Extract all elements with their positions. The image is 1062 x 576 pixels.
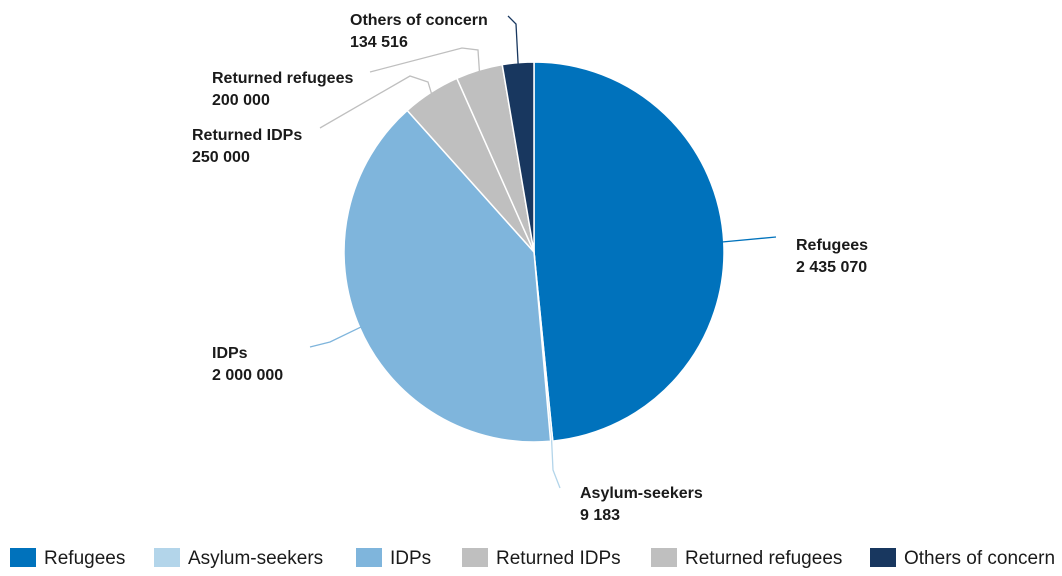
slice-value-others-of-concern: 134 516 — [350, 34, 408, 51]
legend-label-asylum-seekers: Asylum-seekers — [188, 548, 323, 569]
leader-line-idps — [309, 326, 361, 348]
legend: Refugees Asylum-seekers IDPs Returned IDPs R… — [10, 548, 1055, 569]
slice-label-refugees: Refugees — [796, 237, 868, 254]
slice-value-refugees: 2 435 070 — [796, 259, 867, 276]
legend-swatch-returned-idps — [462, 548, 488, 567]
legend-label-returned-idps: Returned IDPs — [496, 548, 621, 569]
pie-slices — [343, 61, 725, 443]
legend-swatch-others-of-concern — [870, 548, 896, 567]
legend-swatch-returned-refugees — [651, 548, 677, 567]
legend-label-idps: IDPs — [390, 548, 431, 569]
slice-label-returned-idps: Returned IDPs — [192, 127, 302, 144]
legend-label-refugees: Refugees — [44, 548, 125, 569]
slice-label-others-of-concern: Others of concern — [350, 12, 488, 29]
slice-value-returned-refugees: 200 000 — [212, 92, 270, 109]
pie-slice-refugees — [533, 61, 725, 442]
legend-swatch-asylum-seekers — [154, 548, 180, 567]
slice-value-asylum-seekers: 9 183 — [580, 507, 620, 524]
leader-line-returned-idps — [319, 75, 433, 129]
slice-label-asylum-seekers: Asylum-seekers — [580, 485, 703, 502]
legend-label-returned-refugees: Returned refugees — [685, 548, 842, 569]
leader-lines — [309, 15, 777, 489]
leader-line-asylum-seekers — [550, 440, 561, 489]
slice-label-idps: IDPs — [212, 345, 248, 362]
legend-swatch-refugees — [10, 548, 36, 567]
legend-swatch-idps — [356, 548, 382, 567]
leader-line-others-of-concern — [507, 15, 519, 64]
slice-value-idps: 2 000 000 — [212, 367, 283, 384]
slice-value-returned-idps: 250 000 — [192, 149, 250, 166]
legend-label-others-of-concern: Others of concern — [904, 548, 1055, 569]
slice-labels: Refugees 2 435 070 Asylum-seekers 9 183 IDPs… — [192, 12, 868, 524]
leader-line-returned-refugees — [369, 47, 481, 73]
leader-line-refugees — [721, 236, 777, 243]
slice-label-returned-refugees: Returned refugees — [212, 70, 353, 87]
